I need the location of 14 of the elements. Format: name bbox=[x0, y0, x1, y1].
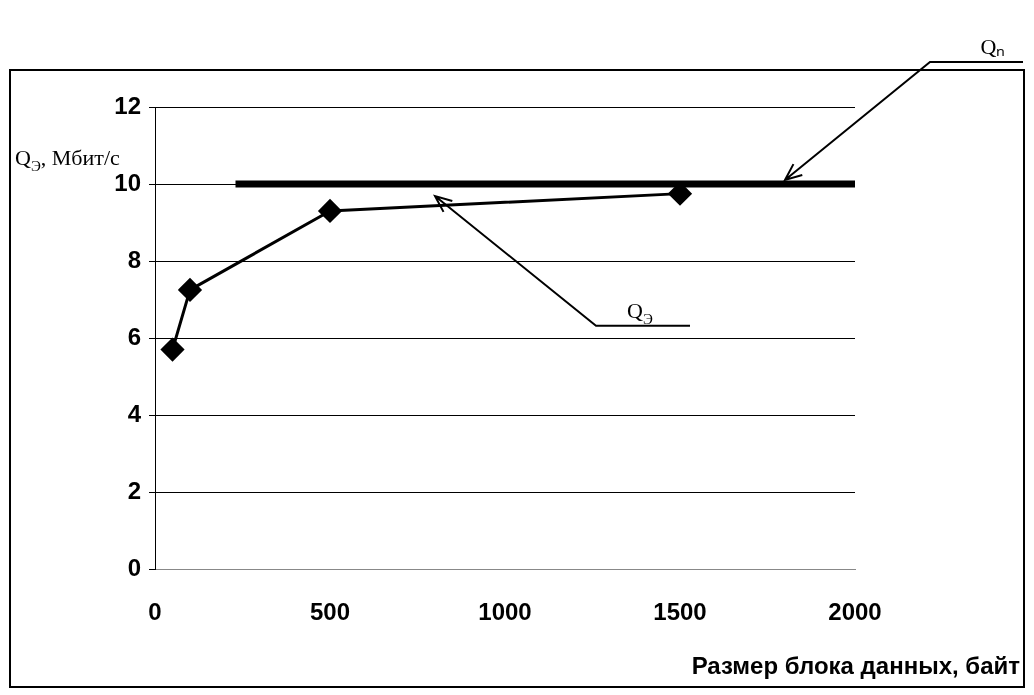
y-tick-label: 0 bbox=[127, 553, 141, 581]
y-tick-label: 6 bbox=[127, 322, 141, 350]
y-tick-label: 12 bbox=[114, 91, 141, 119]
x-tick-label: 1000 bbox=[478, 598, 532, 626]
x-tick-label: 2000 bbox=[828, 598, 882, 626]
y-tick-label: 4 bbox=[127, 399, 142, 427]
y-tick-label: 8 bbox=[127, 245, 141, 273]
y-tick-label: 10 bbox=[114, 168, 141, 196]
x-axis-title: Размер блока данных, байт bbox=[691, 652, 1021, 679]
text: Qₙ bbox=[980, 34, 1006, 59]
x-tick-label: 500 bbox=[309, 598, 351, 626]
x-tick-label: 0 bbox=[148, 598, 162, 626]
y-tick-label: 2 bbox=[127, 476, 141, 504]
x-tick-label: 1500 bbox=[653, 598, 707, 626]
